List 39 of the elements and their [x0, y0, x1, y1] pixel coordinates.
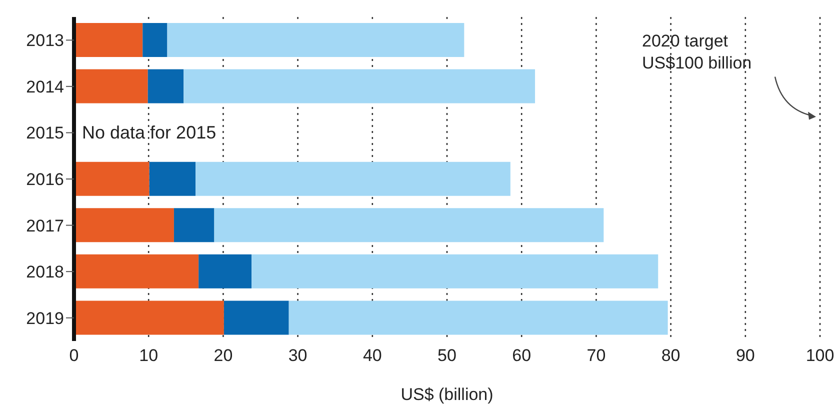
bar — [252, 254, 658, 288]
x-tick-label: 70 — [586, 346, 606, 366]
y-tick-label: 2017 — [26, 216, 64, 236]
bar — [74, 23, 143, 57]
bar — [149, 162, 196, 196]
bar — [288, 300, 668, 335]
bar — [167, 23, 464, 57]
bar — [74, 208, 174, 242]
x-tick-label: 0 — [69, 346, 79, 366]
x-tick-label: 90 — [736, 346, 755, 366]
bar — [198, 254, 252, 288]
x-tick-label: 40 — [362, 346, 382, 366]
x-tick-label: 60 — [512, 346, 532, 366]
x-tick-label: 100 — [806, 346, 834, 366]
y-tick-label: 2019 — [26, 308, 64, 328]
annotation: No data for 2015 — [82, 122, 216, 143]
x-axis-title: US$ (billion) — [400, 385, 494, 404]
bar — [148, 69, 184, 104]
bar — [196, 162, 510, 196]
y-tick-label: 2014 — [26, 77, 64, 96]
bar — [224, 300, 289, 335]
bar — [74, 162, 150, 196]
annotation: 2020 target US$100 billion — [642, 32, 752, 73]
bar — [174, 208, 214, 242]
bar — [184, 69, 536, 104]
bar — [74, 300, 224, 335]
bar — [74, 254, 199, 288]
x-tick-label: 80 — [661, 346, 680, 366]
x-tick-label: 20 — [214, 346, 233, 366]
y-tick-label: 2016 — [26, 170, 64, 190]
bar — [74, 69, 148, 104]
y-tick-label: 2015 — [26, 124, 64, 143]
y-tick-label: 2018 — [26, 262, 64, 282]
bar — [214, 208, 604, 242]
y-tick-label: 2013 — [26, 31, 64, 50]
x-tick-label: 10 — [139, 346, 158, 366]
x-tick-label: 30 — [288, 346, 308, 366]
x-tick-label: 50 — [438, 346, 456, 366]
bar — [142, 23, 168, 57]
